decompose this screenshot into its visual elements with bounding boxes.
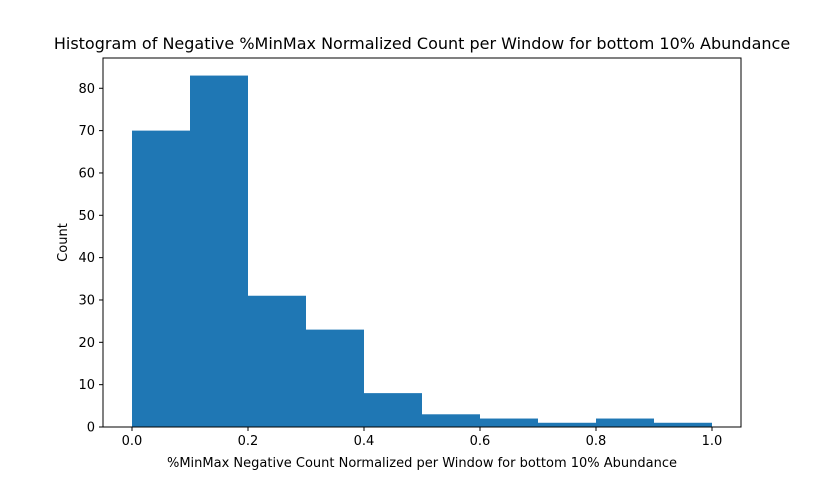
y-tick-label: 50 <box>78 209 95 224</box>
histogram-bar <box>364 393 422 427</box>
x-tick-label: 0.6 <box>470 434 491 449</box>
x-tick-label: 0.8 <box>586 434 607 449</box>
histogram-bar <box>538 422 596 427</box>
x-axis-label: %MinMax Negative Count Normalized per Wi… <box>167 456 677 471</box>
histogram-bar <box>422 414 480 427</box>
bars-group <box>132 75 712 428</box>
histogram-bar <box>306 329 364 427</box>
y-ticks-group: 0 10 20 30 40 50 60 70 80 <box>78 82 103 436</box>
x-tick-label: 1.0 <box>702 434 723 449</box>
y-tick-label: 60 <box>78 166 95 181</box>
y-tick-label: 30 <box>78 293 95 308</box>
plot-frame <box>102 57 742 428</box>
histogram-bar <box>596 418 654 427</box>
y-tick-label: 10 <box>78 378 95 393</box>
histogram-bar <box>132 130 190 428</box>
y-tick-label: 80 <box>78 82 95 97</box>
y-tick-label: 0 <box>87 421 95 436</box>
histogram-bar <box>248 295 306 427</box>
histogram-bar <box>480 418 538 427</box>
x-tick-label: 0.4 <box>354 434 375 449</box>
chart-title: Histogram of Negative %MinMax Normalized… <box>54 34 790 53</box>
y-axis-label: Count <box>56 223 71 262</box>
y-tick-label: 70 <box>78 124 95 139</box>
histogram-bar <box>190 75 248 428</box>
histogram-bar <box>654 422 712 427</box>
y-tick-label: 20 <box>78 336 95 351</box>
x-tick-label: 0.2 <box>238 434 259 449</box>
x-ticks-group: 0.0 0.2 0.4 0.6 0.8 1.0 <box>122 427 723 449</box>
y-tick-label: 40 <box>78 251 95 266</box>
x-tick-label: 0.0 <box>122 434 143 449</box>
